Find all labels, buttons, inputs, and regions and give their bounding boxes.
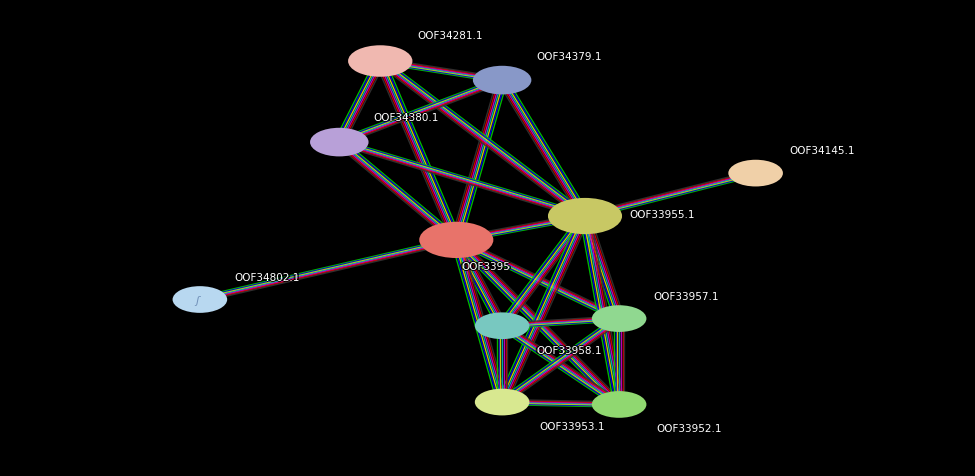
Text: OOF33952.1: OOF33952.1	[656, 424, 722, 433]
Text: OOF33952.1: OOF33952.1	[654, 424, 720, 433]
Circle shape	[173, 287, 227, 313]
Text: OOF33957.1: OOF33957.1	[655, 291, 721, 301]
Text: OOF33957.1: OOF33957.1	[653, 292, 719, 302]
Text: OOF34380.1: OOF34380.1	[375, 113, 441, 123]
Text: OOF33955.1: OOF33955.1	[629, 208, 694, 218]
Text: OOF34281.1: OOF34281.1	[417, 30, 483, 40]
Circle shape	[475, 389, 529, 416]
Text: OOF33958.1: OOF33958.1	[536, 346, 602, 356]
Circle shape	[592, 306, 646, 332]
Text: OOF34379.1: OOF34379.1	[536, 52, 602, 62]
Text: OOF34380.1: OOF34380.1	[371, 113, 437, 123]
Text: OOF3395: OOF3395	[461, 262, 510, 271]
Text: ʃ: ʃ	[195, 296, 199, 306]
Text: OOF33953.1: OOF33953.1	[541, 421, 606, 431]
Text: OOF33957.1: OOF33957.1	[653, 291, 719, 301]
Text: OOF33953.1: OOF33953.1	[539, 420, 604, 430]
Text: OOF34380.1: OOF34380.1	[373, 113, 439, 123]
Text: OOF33953.1: OOF33953.1	[537, 421, 603, 431]
Text: OOF33958.1: OOF33958.1	[536, 344, 602, 354]
Text: OOF34145.1: OOF34145.1	[788, 146, 853, 156]
Circle shape	[419, 222, 493, 258]
Text: OOF33957.1: OOF33957.1	[651, 291, 717, 301]
Text: OOF34802.1: OOF34802.1	[234, 271, 299, 281]
Text: OOF3395: OOF3395	[463, 262, 512, 271]
Text: OOF33958.1: OOF33958.1	[534, 345, 600, 355]
Text: OOF3395: OOF3395	[461, 263, 510, 272]
Text: OOF34281.1: OOF34281.1	[417, 32, 483, 41]
Circle shape	[475, 313, 529, 339]
Text: OOF34802.1: OOF34802.1	[232, 272, 297, 282]
Circle shape	[728, 160, 783, 187]
Text: OOF34802.1: OOF34802.1	[234, 273, 299, 283]
Text: OOF33958.1: OOF33958.1	[536, 345, 602, 355]
Text: OOF33955.1: OOF33955.1	[629, 210, 694, 220]
Circle shape	[310, 129, 369, 157]
Text: OOF34379.1: OOF34379.1	[538, 52, 604, 62]
Text: OOF34145.1: OOF34145.1	[790, 146, 855, 156]
Text: OOF33955.1: OOF33955.1	[631, 209, 696, 219]
Text: OOF33955.1: OOF33955.1	[629, 209, 694, 219]
Text: OOF34802.1: OOF34802.1	[234, 272, 299, 282]
Text: OOF33953.1: OOF33953.1	[539, 422, 604, 432]
Text: OOF34379.1: OOF34379.1	[536, 53, 602, 63]
Text: OOF34379.1: OOF34379.1	[534, 52, 600, 62]
Text: OOF34145.1: OOF34145.1	[792, 146, 857, 156]
Text: OOF34281.1: OOF34281.1	[417, 31, 483, 40]
Text: OOF33952.1: OOF33952.1	[656, 425, 722, 434]
Text: OOF34281.1: OOF34281.1	[415, 31, 481, 40]
Text: OOF3395: OOF3395	[461, 261, 510, 270]
Text: OOF34380.1: OOF34380.1	[373, 112, 439, 122]
Circle shape	[548, 198, 622, 235]
Circle shape	[473, 67, 531, 95]
Text: OOF33953.1: OOF33953.1	[539, 421, 604, 431]
Circle shape	[348, 46, 412, 78]
Text: OOF33958.1: OOF33958.1	[538, 345, 604, 355]
Text: OOF33952.1: OOF33952.1	[656, 423, 722, 432]
Text: OOF34145.1: OOF34145.1	[790, 147, 855, 157]
Text: OOF34145.1: OOF34145.1	[790, 145, 855, 155]
Text: OOF3395: OOF3395	[459, 262, 508, 271]
Text: OOF33955.1: OOF33955.1	[627, 209, 692, 219]
Text: OOF34802.1: OOF34802.1	[236, 272, 301, 282]
Text: OOF33952.1: OOF33952.1	[658, 424, 723, 433]
Text: OOF34379.1: OOF34379.1	[536, 51, 602, 61]
Text: OOF34281.1: OOF34281.1	[419, 31, 485, 40]
Text: OOF33957.1: OOF33957.1	[653, 290, 719, 300]
Circle shape	[592, 391, 646, 418]
Text: OOF34380.1: OOF34380.1	[373, 114, 439, 124]
